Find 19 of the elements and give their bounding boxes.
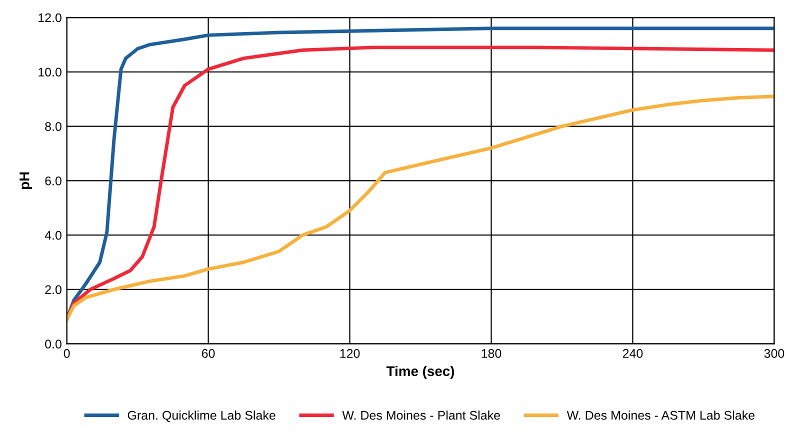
x-tick-label: 240	[622, 349, 643, 358]
y-tick-label: 10.0	[38, 68, 62, 77]
legend-label: W. Des Moines - ASTM Lab Slake	[566, 410, 754, 420]
y-tick-label: 2.0	[45, 285, 62, 294]
x-tick-label: 120	[340, 349, 360, 358]
legend-label: W. Des Moines - Plant Slake	[342, 410, 500, 420]
x-axis-title: Time (sec)	[386, 366, 454, 379]
y-tick-label: 6.0	[45, 176, 62, 186]
y-tick-label: 12.0	[38, 13, 62, 22]
y-tick-label: 0.0	[45, 340, 62, 348]
x-tick-label: 0	[64, 349, 70, 358]
legend-label: Gran. Quicklime Lab Slake	[128, 410, 276, 422]
x-tick-label: 300	[764, 349, 784, 358]
line-series	[66, 94, 774, 322]
y-tick-label: 4.0	[44, 230, 62, 240]
x-tick-label: 180	[482, 349, 502, 358]
y-tick-label: 8.0	[45, 122, 62, 131]
y-axis-title: pH	[20, 172, 32, 190]
x-tick-label: 60	[202, 349, 215, 358]
